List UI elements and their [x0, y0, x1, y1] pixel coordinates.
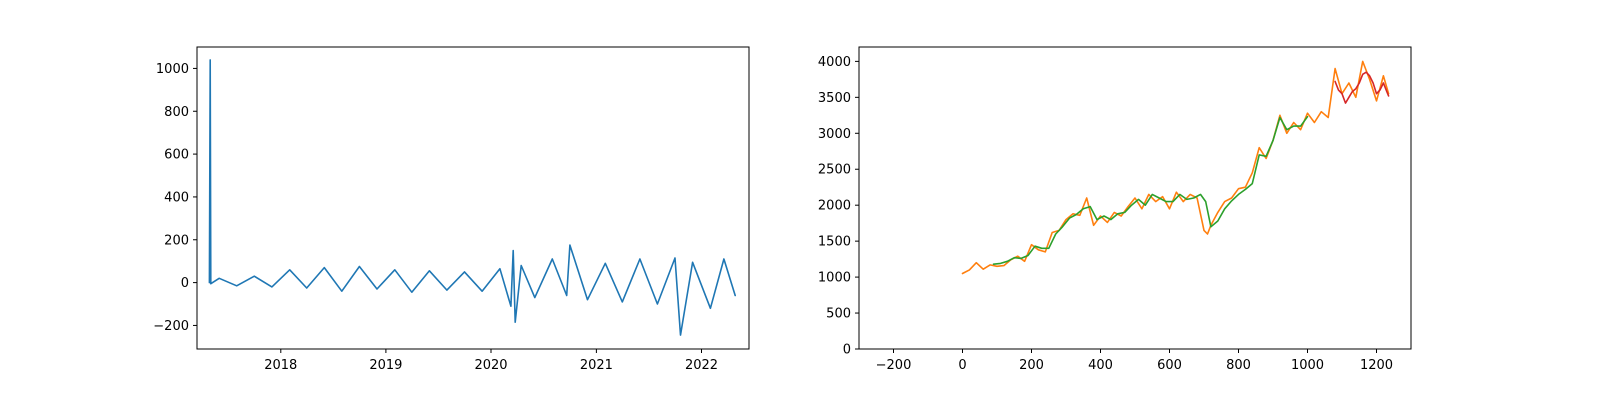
y-tick-label: 1500 — [818, 235, 851, 250]
x-tick-label: 600 — [1157, 358, 1182, 373]
x-tick-label: 2020 — [474, 358, 507, 373]
x-tick-label: 2019 — [369, 358, 402, 373]
y-axis-left: −200 0 200 400 600 800 1000 — [153, 62, 197, 334]
y-tick-label: −200 — [153, 319, 189, 334]
x-tick-label: 800 — [1226, 358, 1251, 373]
axes-frame-left — [196, 46, 750, 350]
x-tick-label: 400 — [1088, 358, 1113, 373]
x-tick-label: 2018 — [264, 358, 297, 373]
y-axis-right: 0 500 1000 1500 2000 2500 3000 3500 4000 — [818, 55, 859, 358]
plot-area-left — [208, 59, 737, 336]
axes-frame-right — [858, 46, 1412, 350]
series-line-right-2 — [992, 115, 1309, 266]
y-tick-label: 1000 — [818, 271, 851, 286]
x-tick-label: 2022 — [685, 358, 718, 373]
x-tick-label: 1200 — [1360, 358, 1393, 373]
x-tick-label: 200 — [1019, 358, 1044, 373]
x-tick-label: 1000 — [1291, 358, 1324, 373]
x-axis-left: 2018 2019 2020 2021 2022 — [264, 349, 718, 373]
series-line-right-3 — [1334, 71, 1390, 104]
y-tick-label: 200 — [164, 233, 189, 248]
x-tick-label: 2021 — [580, 358, 613, 373]
y-tick-label: 2000 — [818, 199, 851, 214]
x-tick-label: −200 — [876, 358, 912, 373]
y-tick-label: 0 — [181, 276, 189, 291]
series-line-left-1 — [208, 59, 737, 336]
y-tick-label: 4000 — [818, 55, 851, 70]
chart-right: −200 0 200 400 600 800 1000 1200 0 500 1000 1500 20… — [818, 46, 1412, 373]
y-tick-label: 3500 — [818, 91, 851, 106]
y-tick-label: 400 — [164, 190, 189, 205]
y-tick-label: 2500 — [818, 163, 851, 178]
x-axis-right: −200 0 200 400 600 800 1000 1200 — [876, 349, 1393, 373]
y-tick-label: 0 — [843, 343, 851, 358]
y-tick-label: 800 — [164, 105, 189, 120]
y-tick-label: 3000 — [818, 127, 851, 142]
y-tick-label: 1000 — [156, 62, 189, 77]
chart-left: 2018 2019 2020 2021 2022 −200 0 200 400 600 800 10… — [153, 46, 750, 373]
plot-area-right — [961, 60, 1390, 275]
x-tick-label: 0 — [958, 358, 966, 373]
y-tick-label: 500 — [826, 307, 851, 322]
y-tick-label: 600 — [164, 148, 189, 163]
